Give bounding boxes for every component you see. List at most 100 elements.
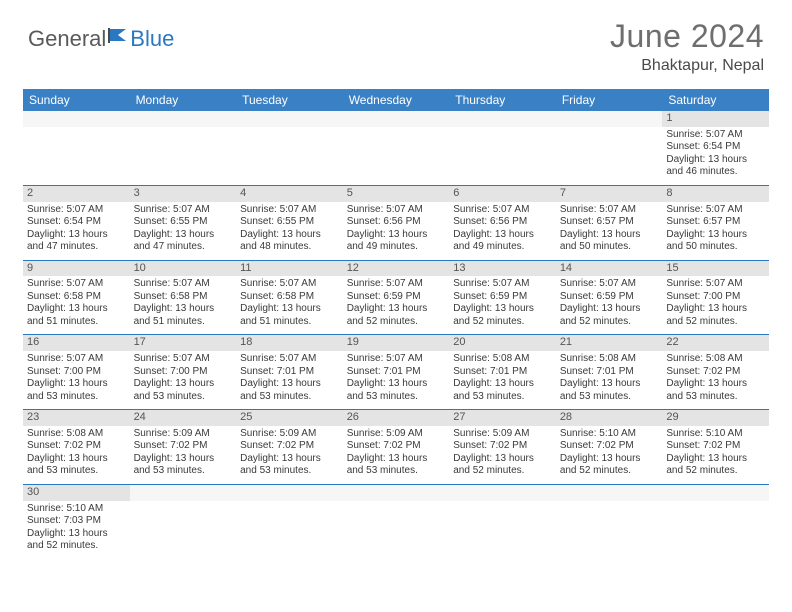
detail-line: Daylight: 13 hours	[560, 229, 659, 242]
day-number-cell	[130, 111, 237, 127]
day-details-cell	[130, 127, 237, 186]
detail-line: Sunrise: 5:08 AM	[560, 353, 659, 366]
detail-line: Sunset: 6:59 PM	[560, 291, 659, 304]
detail-line: Sunrise: 5:08 AM	[666, 353, 765, 366]
day-details-cell: Sunrise: 5:10 AMSunset: 7:02 PMDaylight:…	[556, 426, 663, 485]
day-details-cell: Sunrise: 5:09 AMSunset: 7:02 PMDaylight:…	[236, 426, 343, 485]
detail-line: and 49 minutes.	[453, 241, 552, 254]
detail-line: and 50 minutes.	[666, 241, 765, 254]
detail-line: Sunrise: 5:07 AM	[240, 204, 339, 217]
detail-line: Sunrise: 5:07 AM	[560, 278, 659, 291]
day-number-cell: 24	[130, 410, 237, 426]
weekday-header: Sunday	[23, 89, 130, 111]
day-details-cell: Sunrise: 5:07 AMSunset: 6:56 PMDaylight:…	[343, 202, 450, 261]
day-number-cell	[449, 111, 556, 127]
detail-line: and 52 minutes.	[560, 465, 659, 478]
detail-line: Sunrise: 5:07 AM	[134, 204, 233, 217]
detail-line: and 52 minutes.	[347, 316, 446, 329]
day-details-cell: Sunrise: 5:07 AMSunset: 6:57 PMDaylight:…	[556, 202, 663, 261]
day-number-row: 2345678	[23, 185, 769, 201]
day-details-cell: Sunrise: 5:08 AMSunset: 7:02 PMDaylight:…	[662, 351, 769, 410]
detail-line: Daylight: 13 hours	[453, 378, 552, 391]
day-number-cell: 18	[236, 335, 343, 351]
detail-line: Daylight: 13 hours	[453, 229, 552, 242]
detail-line: and 51 minutes.	[27, 316, 126, 329]
detail-line: Sunrise: 5:07 AM	[27, 353, 126, 366]
day-details-cell	[449, 501, 556, 559]
detail-line: Daylight: 13 hours	[27, 378, 126, 391]
detail-line: and 53 minutes.	[134, 391, 233, 404]
day-number-cell: 30	[23, 484, 130, 500]
detail-line: Sunset: 7:02 PM	[27, 440, 126, 453]
detail-line: Sunrise: 5:09 AM	[347, 428, 446, 441]
detail-line: Sunset: 7:02 PM	[666, 440, 765, 453]
day-number-cell: 7	[556, 185, 663, 201]
day-details-cell: Sunrise: 5:10 AMSunset: 7:03 PMDaylight:…	[23, 501, 130, 559]
detail-line: Sunrise: 5:07 AM	[453, 278, 552, 291]
detail-line: Sunrise: 5:07 AM	[347, 278, 446, 291]
detail-line: Sunrise: 5:07 AM	[27, 278, 126, 291]
day-details-cell: Sunrise: 5:08 AMSunset: 7:01 PMDaylight:…	[449, 351, 556, 410]
day-number-row: 9101112131415	[23, 260, 769, 276]
day-number-cell	[130, 484, 237, 500]
detail-line: Sunset: 6:56 PM	[347, 216, 446, 229]
weekday-header-row: SundayMondayTuesdayWednesdayThursdayFrid…	[23, 89, 769, 111]
detail-line: Sunset: 6:55 PM	[240, 216, 339, 229]
detail-line: and 53 minutes.	[347, 465, 446, 478]
detail-line: and 53 minutes.	[560, 391, 659, 404]
weekday-header: Wednesday	[343, 89, 450, 111]
day-number-cell: 15	[662, 260, 769, 276]
detail-line: Sunset: 6:54 PM	[27, 216, 126, 229]
detail-line: Sunset: 6:54 PM	[666, 141, 765, 154]
day-details-cell	[449, 127, 556, 186]
day-details-row: Sunrise: 5:07 AMSunset: 7:00 PMDaylight:…	[23, 351, 769, 410]
day-details-cell	[236, 127, 343, 186]
detail-line: and 51 minutes.	[240, 316, 339, 329]
day-number-cell	[449, 484, 556, 500]
detail-line: Sunrise: 5:09 AM	[453, 428, 552, 441]
day-number-cell: 27	[449, 410, 556, 426]
day-details-cell: Sunrise: 5:07 AMSunset: 6:58 PMDaylight:…	[130, 276, 237, 335]
day-number-cell: 9	[23, 260, 130, 276]
detail-line: Sunset: 6:58 PM	[240, 291, 339, 304]
detail-line: Sunrise: 5:07 AM	[453, 204, 552, 217]
detail-line: Sunset: 6:59 PM	[453, 291, 552, 304]
detail-line: Daylight: 13 hours	[134, 453, 233, 466]
detail-line: Daylight: 13 hours	[27, 528, 126, 541]
detail-line: and 50 minutes.	[560, 241, 659, 254]
detail-line: Daylight: 13 hours	[134, 229, 233, 242]
day-number-row: 16171819202122	[23, 335, 769, 351]
detail-line: Sunrise: 5:07 AM	[666, 129, 765, 142]
day-number-cell	[23, 111, 130, 127]
day-number-cell: 19	[343, 335, 450, 351]
detail-line: Sunrise: 5:07 AM	[134, 353, 233, 366]
flag-icon	[108, 26, 130, 44]
detail-line: Sunset: 7:02 PM	[134, 440, 233, 453]
detail-line: Sunrise: 5:07 AM	[560, 204, 659, 217]
detail-line: Sunrise: 5:10 AM	[666, 428, 765, 441]
detail-line: Sunset: 6:58 PM	[134, 291, 233, 304]
weekday-header: Friday	[556, 89, 663, 111]
day-details-cell: Sunrise: 5:07 AMSunset: 6:58 PMDaylight:…	[23, 276, 130, 335]
detail-line: Daylight: 13 hours	[27, 453, 126, 466]
weekday-header: Tuesday	[236, 89, 343, 111]
day-number-cell: 10	[130, 260, 237, 276]
day-details-cell: Sunrise: 5:07 AMSunset: 6:57 PMDaylight:…	[662, 202, 769, 261]
detail-line: Sunrise: 5:08 AM	[27, 428, 126, 441]
day-number-cell	[556, 484, 663, 500]
day-details-cell	[23, 127, 130, 186]
day-details-cell: Sunrise: 5:07 AMSunset: 7:01 PMDaylight:…	[343, 351, 450, 410]
detail-line: Daylight: 13 hours	[666, 229, 765, 242]
day-number-cell: 3	[130, 185, 237, 201]
detail-line: and 48 minutes.	[240, 241, 339, 254]
day-number-cell: 21	[556, 335, 663, 351]
weekday-header: Thursday	[449, 89, 556, 111]
day-number-cell: 5	[343, 185, 450, 201]
detail-line: Daylight: 13 hours	[347, 378, 446, 391]
detail-line: Sunrise: 5:07 AM	[134, 278, 233, 291]
day-details-cell	[130, 501, 237, 559]
day-number-cell: 16	[23, 335, 130, 351]
detail-line: Daylight: 13 hours	[666, 154, 765, 167]
detail-line: Sunset: 6:57 PM	[560, 216, 659, 229]
day-number-cell: 22	[662, 335, 769, 351]
